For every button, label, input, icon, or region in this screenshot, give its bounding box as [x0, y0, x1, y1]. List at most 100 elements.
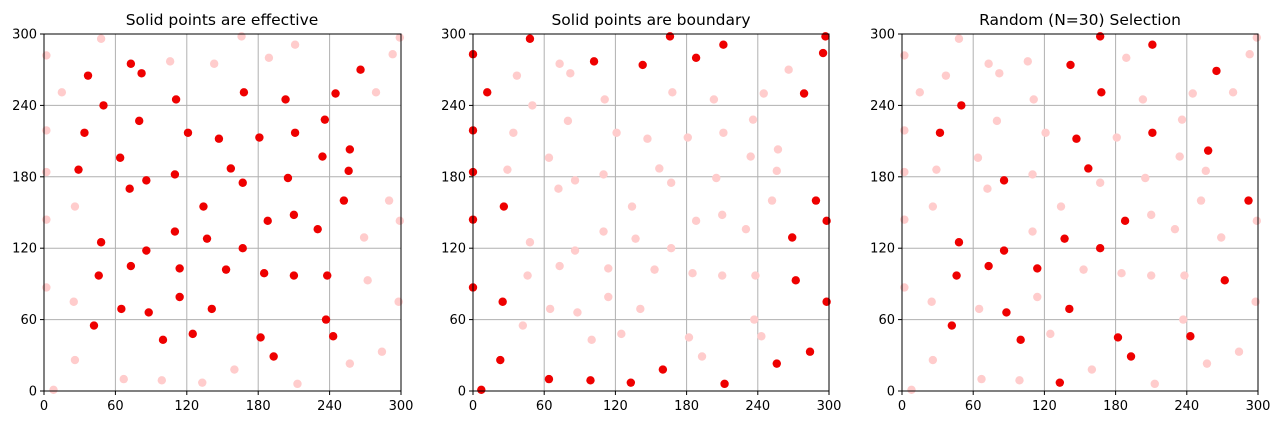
- faded-point: [751, 271, 760, 280]
- y-tick-label: 240: [441, 99, 466, 114]
- x-tick-label: 120: [603, 399, 628, 414]
- faded-point: [1179, 315, 1188, 324]
- faded-point: [1138, 95, 1148, 104]
- faded-point: [928, 202, 938, 211]
- faded-point: [748, 115, 758, 124]
- solid-point: [126, 59, 136, 68]
- faded-point: [528, 101, 537, 110]
- faded-point: [617, 329, 626, 339]
- faded-point: [668, 88, 677, 97]
- solid-point: [321, 315, 331, 324]
- solid-point: [281, 95, 290, 104]
- faded-point: [371, 88, 381, 97]
- grid: [901, 33, 1259, 392]
- faded-point: [604, 292, 613, 302]
- solid-point: [80, 128, 89, 137]
- faded-point: [636, 304, 645, 314]
- faded-point: [290, 40, 300, 49]
- faded-point: [237, 32, 246, 41]
- faded-point: [545, 304, 555, 314]
- faded-point: [718, 210, 727, 220]
- faded-point: [525, 238, 535, 247]
- solid-point: [175, 292, 184, 302]
- solid-point: [137, 69, 146, 78]
- solid-point: [207, 304, 216, 314]
- x-axis: 0 60 120 180 240 300: [898, 391, 1270, 414]
- faded-point: [1087, 365, 1097, 374]
- faded-point: [627, 202, 637, 211]
- solid-point: [805, 347, 815, 356]
- faded-point: [96, 34, 106, 43]
- faded-point: [1117, 268, 1126, 278]
- faded-point: [1015, 376, 1024, 385]
- solid-point: [1095, 244, 1105, 253]
- faded-point: [643, 134, 652, 143]
- faded-point: [612, 128, 621, 137]
- faded-point: [1147, 271, 1156, 280]
- faded-point: [973, 153, 983, 162]
- x-tick-label: 60: [107, 399, 124, 414]
- faded-point: [1141, 173, 1150, 183]
- faded-point: [42, 215, 51, 224]
- solid-point: [117, 304, 126, 314]
- faded-point: [1228, 88, 1238, 97]
- y-tick-label: 300: [870, 28, 895, 43]
- panel-effective: Solid points are effective 0 60 120 180 240 3…: [12, 11, 413, 414]
- series-faded-points: [503, 59, 793, 361]
- solid-point: [772, 359, 781, 368]
- faded-point: [554, 184, 563, 193]
- y-tick-label: 240: [870, 99, 895, 114]
- solid-point: [345, 145, 355, 154]
- solid-point: [1033, 264, 1042, 273]
- faded-point: [70, 355, 80, 365]
- y-tick-label: 60: [878, 313, 895, 328]
- solid-point: [1186, 332, 1195, 341]
- solid-point: [1097, 88, 1106, 97]
- solid-point: [788, 233, 797, 242]
- solid-point: [170, 227, 180, 236]
- x-axis: 0 60 120 180 240 300: [40, 391, 413, 414]
- faded-point: [509, 128, 518, 137]
- faded-point: [165, 57, 175, 66]
- faded-point: [570, 246, 580, 255]
- x-tick-label: 180: [246, 399, 271, 414]
- faded-point: [264, 53, 274, 62]
- faded-point: [395, 216, 405, 226]
- solid-point: [947, 321, 957, 330]
- faded-point: [566, 69, 575, 78]
- panel-title: Solid points are boundary: [551, 11, 750, 29]
- solid-point: [1084, 164, 1093, 173]
- solid-point: [720, 379, 729, 389]
- faded-point: [395, 33, 405, 42]
- solid-point: [94, 271, 103, 280]
- solid-point: [1120, 216, 1130, 226]
- faded-point: [1188, 89, 1197, 98]
- x-tick-label: 300: [817, 399, 842, 414]
- faded-point: [1147, 210, 1156, 220]
- solid-point: [142, 176, 151, 185]
- faded-point: [363, 276, 372, 285]
- faded-point: [746, 152, 755, 161]
- faded-point: [1196, 196, 1206, 205]
- faded-point: [1180, 271, 1189, 280]
- solid-point: [188, 329, 197, 339]
- faded-point: [573, 308, 582, 317]
- solid-point: [483, 88, 492, 97]
- solid-point: [954, 238, 964, 247]
- x-tick-label: 60: [965, 399, 982, 414]
- solid-point: [999, 176, 1009, 185]
- faded-point: [683, 133, 692, 142]
- faded-point: [1201, 166, 1210, 176]
- faded-point: [941, 71, 951, 80]
- faded-point: [599, 227, 608, 236]
- faded-point: [570, 176, 580, 185]
- solid-point: [83, 71, 93, 80]
- faded-point: [57, 88, 67, 97]
- faded-point: [719, 128, 728, 137]
- faded-point: [1041, 128, 1050, 137]
- panel-random-selection: Random (N=30) Selection 0 60 120 180 240 3000…: [870, 11, 1270, 414]
- solid-point: [290, 128, 300, 137]
- solid-point: [1148, 40, 1157, 49]
- x-tick-label: 180: [674, 399, 699, 414]
- solid-point: [125, 184, 134, 193]
